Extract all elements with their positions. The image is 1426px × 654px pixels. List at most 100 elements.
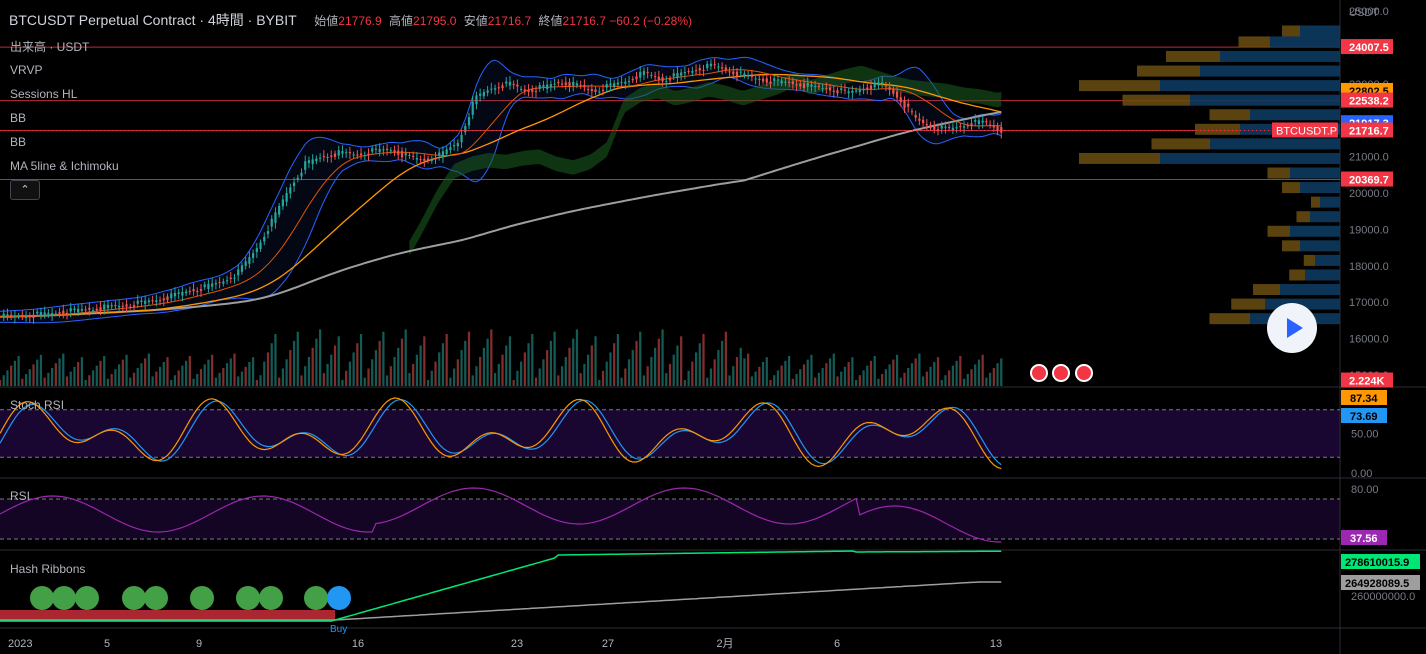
- volume-bar: [62, 353, 65, 386]
- volume-bar: [24, 374, 28, 386]
- indicator-vrvp[interactable]: VRVP: [10, 63, 43, 77]
- candle-body: [899, 97, 902, 103]
- volume-bar: [586, 354, 590, 386]
- candle-body: [21, 314, 24, 317]
- collapse-indicators-button[interactable]: ⌃: [10, 180, 40, 200]
- candle-body: [959, 126, 962, 128]
- candle-body: [635, 76, 638, 80]
- volume-bar: [661, 329, 664, 386]
- candle-body: [814, 86, 817, 88]
- candle-body: [914, 114, 917, 118]
- volume-bar: [255, 380, 258, 386]
- candle-body: [501, 85, 504, 89]
- indicator-sessions-hl[interactable]: Sessions HL: [10, 87, 78, 101]
- volume-bar: [21, 378, 24, 386]
- candle-body: [955, 127, 958, 129]
- candle-body: [810, 84, 813, 87]
- candle-body: [750, 75, 754, 77]
- candle-body: [184, 291, 188, 294]
- candle-body: [397, 150, 400, 155]
- indicator-volume[interactable]: 出来高 · USDT: [10, 40, 90, 54]
- candle-body: [769, 81, 772, 84]
- volume-bar: [970, 369, 973, 386]
- candle-body: [936, 129, 940, 131]
- us-flag-icon[interactable]: [1075, 364, 1093, 382]
- us-flag-icon[interactable]: [1052, 364, 1070, 382]
- volume-bar: [806, 359, 809, 386]
- volume-bar: [456, 359, 459, 386]
- candle-body: [761, 78, 765, 82]
- time-axis-label: 5: [104, 638, 110, 650]
- candle-body: [821, 88, 824, 90]
- volume-bar: [754, 371, 757, 386]
- volume-bar: [330, 354, 333, 386]
- price-tag-label: 22538.2: [1349, 96, 1389, 108]
- volume-bar: [117, 364, 121, 386]
- indicator-bb-1[interactable]: BB: [10, 111, 27, 125]
- indicator-ma-ichimoku[interactable]: MA 5line & Ichimoku: [10, 159, 119, 173]
- volume-bar: [743, 358, 746, 386]
- stoch-rsi-title[interactable]: Stoch RSI: [10, 398, 65, 412]
- indicator-bb-2[interactable]: BB: [10, 135, 27, 149]
- rsi-title[interactable]: RSI: [10, 489, 31, 503]
- candle-body: [966, 125, 969, 127]
- interval-label[interactable]: 4時間: [207, 12, 244, 28]
- volume-bar: [892, 359, 895, 386]
- candle-body: [996, 126, 999, 131]
- volume-bar: [624, 368, 627, 386]
- volume-bar: [799, 369, 802, 386]
- volume-bar: [817, 372, 821, 386]
- candle-body: [136, 300, 139, 304]
- candle-body: [564, 82, 567, 86]
- candle-body: [970, 123, 973, 127]
- volume-bar: [426, 380, 430, 386]
- volume-bar: [635, 340, 638, 386]
- stoch-value-tag: [1341, 408, 1387, 423]
- candle-body: [110, 305, 113, 307]
- volume-profile-bar: [1079, 80, 1160, 92]
- volume-bar: [810, 354, 813, 386]
- volume-bar: [962, 378, 966, 386]
- close-value: 21716.7: [562, 14, 606, 28]
- candle-body: [17, 315, 20, 317]
- volume-bar: [516, 370, 519, 386]
- volume-bar: [832, 353, 835, 386]
- play-replay-button[interactable]: [1267, 303, 1317, 353]
- volume-bar: [910, 363, 914, 386]
- candle-body: [289, 187, 292, 194]
- high-value: 21795.0: [413, 14, 457, 28]
- candle-body: [948, 127, 951, 129]
- candle-body: [296, 177, 299, 180]
- candle-body: [739, 71, 742, 73]
- candle-body: [773, 78, 776, 81]
- volume-profile-bar: [1190, 94, 1340, 106]
- candle-body: [627, 81, 631, 83]
- candle-body: [285, 193, 288, 202]
- volume-bar: [240, 371, 244, 386]
- volume-profile-bar: [1250, 109, 1340, 121]
- volume-bar: [266, 352, 270, 386]
- time-axis-label: 27: [602, 638, 614, 650]
- symbol-title[interactable]: BTCUSDT Perpetual Contract: [9, 12, 196, 28]
- volume-bar: [884, 369, 888, 386]
- candle-body: [430, 159, 433, 161]
- candle-body: [259, 242, 262, 250]
- volume-bar: [274, 334, 277, 386]
- exchange-label: BYBIT: [256, 12, 297, 28]
- candle-body: [795, 84, 798, 86]
- time-axis-label: 23: [511, 638, 523, 650]
- volume-bar: [371, 359, 374, 386]
- volume-profile-bar: [1310, 211, 1340, 223]
- candle-body: [687, 71, 690, 73]
- candle-body: [799, 83, 802, 87]
- volume-profile-bar: [1267, 225, 1290, 237]
- volume-bar: [132, 372, 136, 386]
- candle-body: [408, 154, 411, 156]
- candle-body: [173, 292, 177, 297]
- hash-ribbons-title[interactable]: Hash Ribbons: [10, 562, 86, 576]
- us-flag-icon[interactable]: [1030, 364, 1048, 382]
- volume-bar: [858, 375, 861, 386]
- candle-body: [560, 83, 564, 85]
- candle-body: [840, 88, 843, 90]
- volume-bar: [58, 358, 61, 386]
